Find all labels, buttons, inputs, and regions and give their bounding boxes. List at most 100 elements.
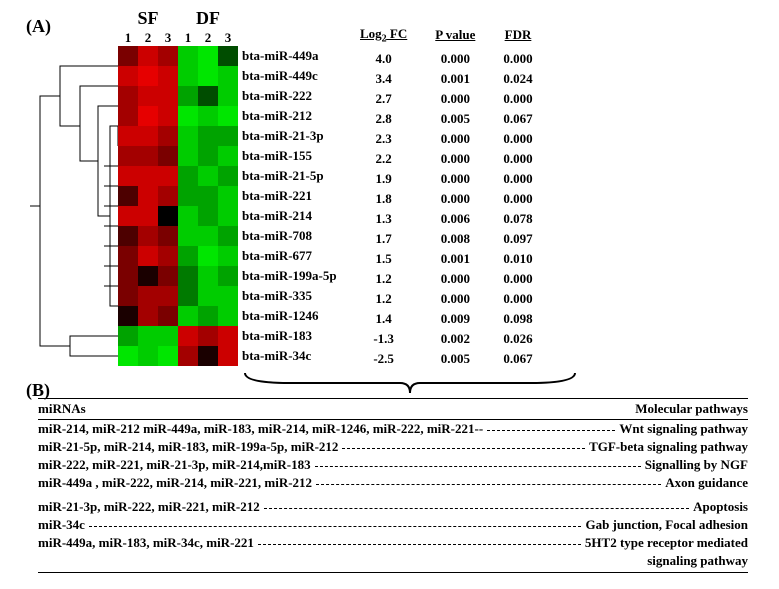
- heatmap-cell: [118, 106, 138, 126]
- heatmap-cell: [118, 286, 138, 306]
- pathway-row: miR-21-5p, miR-214, miR-183, miR-199a-5p…: [38, 438, 748, 456]
- heatmap-cell: [118, 46, 138, 66]
- heatmap-cell: [178, 126, 198, 146]
- heatmap-cell: [118, 166, 138, 186]
- heatmap-cell: [158, 166, 178, 186]
- heatmap-cell: [198, 86, 218, 106]
- heatmap-cell: [198, 66, 218, 86]
- table-row: 1.20.0000.000: [346, 269, 547, 289]
- table-row: 2.70.0000.000: [346, 89, 547, 109]
- heatmap-cell: [178, 66, 198, 86]
- table-row: 2.20.0000.000: [346, 149, 547, 169]
- heatmap-cell: [138, 46, 158, 66]
- pathway-row: miR-449a, miR-183, miR-34c, miR-2215HT2 …: [38, 534, 748, 552]
- heatmap-cell: [198, 246, 218, 266]
- mirna-label: bta-miR-183: [242, 326, 337, 346]
- heatmap-cell: [158, 226, 178, 246]
- panelb-col-mirnas: miRNAs: [38, 401, 218, 417]
- mirna-label: bta-miR-449c: [242, 66, 337, 86]
- heatmap-cell: [138, 206, 158, 226]
- pathway-row-extra: signaling pathway: [38, 552, 748, 570]
- mirna-label: bta-miR-212: [242, 106, 337, 126]
- heatmap-cell: [138, 246, 158, 266]
- heatmap-cell: [198, 266, 218, 286]
- heatmap: [118, 46, 238, 366]
- group-labels: SF DF: [118, 8, 238, 29]
- heatmap-cell: [118, 66, 138, 86]
- pathway-row: miR-34cGab junction, Focal adhesion: [38, 516, 748, 534]
- heatmap-cell: [218, 86, 238, 106]
- heatmap-cell: [178, 226, 198, 246]
- pathway-row: miR-222, miR-221, miR-21-3p, miR-214,miR…: [38, 456, 748, 474]
- table-row: 1.50.0010.010: [346, 249, 547, 269]
- mirna-label: bta-miR-222: [242, 86, 337, 106]
- heatmap-cell: [198, 166, 218, 186]
- mirna-label: bta-miR-335: [242, 286, 337, 306]
- heatmap-cell: [138, 326, 158, 346]
- table-row: -2.50.0050.067: [346, 349, 547, 369]
- heatmap-cell: [218, 286, 238, 306]
- heatmap-cell: [198, 206, 218, 226]
- table-row: -1.30.0020.026: [346, 329, 547, 349]
- heatmap-cell: [158, 86, 178, 106]
- heatmap-cell: [158, 186, 178, 206]
- heatmap-cell: [218, 46, 238, 66]
- heatmap-cell: [138, 166, 158, 186]
- heatmap-cell: [158, 146, 178, 166]
- table-row: 1.80.0000.000: [346, 189, 547, 209]
- heatmap-cell: [158, 106, 178, 126]
- heatmap-cell: [198, 46, 218, 66]
- mirna-label: bta-miR-708: [242, 226, 337, 246]
- mirna-label: bta-miR-677: [242, 246, 337, 266]
- table-row: 2.80.0050.067: [346, 109, 547, 129]
- heatmap-cell: [138, 346, 158, 366]
- heatmap-cell: [138, 126, 158, 146]
- heatmap-cell: [218, 126, 238, 146]
- heatmap-cell: [158, 66, 178, 86]
- heatmap-cell: [118, 346, 138, 366]
- heatmap-cell: [198, 286, 218, 306]
- col-fdr: FDR: [489, 26, 546, 49]
- heatmap-cell: [178, 166, 198, 186]
- heatmap-cell: [198, 106, 218, 126]
- heatmap-cell: [178, 326, 198, 346]
- panel-b-table: miRNAs Molecular pathways miR-214, miR-2…: [38, 398, 748, 573]
- heatmap-cell: [218, 206, 238, 226]
- group-df: DF: [178, 8, 238, 29]
- heatmap-cell: [158, 326, 178, 346]
- heatmap-cell: [198, 306, 218, 326]
- heatmap-cell: [138, 186, 158, 206]
- heatmap-cell: [138, 306, 158, 326]
- heatmap-cell: [218, 166, 238, 186]
- pathway-row: miR-449a , miR-222, miR-214, miR-221, mi…: [38, 474, 748, 492]
- mirna-label: bta-miR-1246: [242, 306, 337, 326]
- heatmap-cell: [118, 186, 138, 206]
- heatmap-cell: [158, 126, 178, 146]
- mirna-label: bta-miR-155: [242, 146, 337, 166]
- heatmap-cell: [178, 206, 198, 226]
- heatmap-cell: [118, 226, 138, 246]
- table-row: 1.70.0080.097: [346, 229, 547, 249]
- heatmap-cell: [178, 266, 198, 286]
- heatmap-cell: [218, 66, 238, 86]
- heatmap-cell: [158, 246, 178, 266]
- heatmap-cell: [178, 306, 198, 326]
- heatmap-cell: [118, 306, 138, 326]
- heatmap-cell: [218, 346, 238, 366]
- mirna-label: bta-miR-214: [242, 206, 337, 226]
- mirna-label: bta-miR-21-3p: [242, 126, 337, 146]
- heatmap-cell: [138, 266, 158, 286]
- pathway-row: miR-21-3p, miR-222, miR-221, miR-212Apop…: [38, 498, 748, 516]
- table-row: 1.30.0060.078: [346, 209, 547, 229]
- heatmap-cell: [118, 146, 138, 166]
- heatmap-cell: [178, 146, 198, 166]
- panel-a-label: (A): [26, 16, 51, 37]
- heatmap-cell: [178, 346, 198, 366]
- heatmap-cell: [158, 346, 178, 366]
- heatmap-cell: [118, 246, 138, 266]
- pathway-row: miR-214, miR-212 miR-449a, miR-183, miR-…: [38, 420, 748, 438]
- table-row: 1.20.0000.000: [346, 289, 547, 309]
- heatmap-cell: [218, 186, 238, 206]
- heatmap-cell: [198, 226, 218, 246]
- heatmap-cell: [118, 126, 138, 146]
